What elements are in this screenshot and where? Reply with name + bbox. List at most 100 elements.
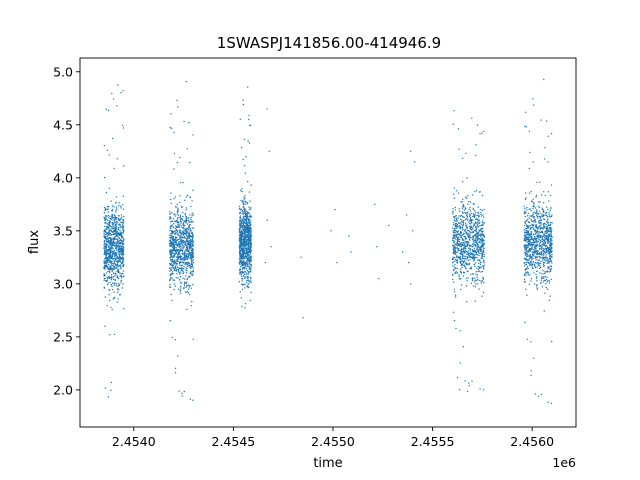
data-point: [116, 249, 118, 251]
data-point: [104, 296, 107, 298]
data-point: [173, 168, 175, 170]
data-point: [113, 226, 116, 229]
data-point: [109, 261, 111, 264]
data-point: [455, 235, 458, 238]
data-point: [250, 246, 252, 249]
data-point: [466, 177, 468, 179]
data-point: [528, 167, 530, 170]
data-point: [453, 228, 456, 230]
data-point: [534, 255, 536, 257]
data-point: [480, 211, 482, 214]
data-point: [479, 261, 481, 263]
data-point: [175, 251, 177, 253]
data-point: [533, 272, 535, 274]
data-point: [527, 261, 529, 263]
data-point: [482, 265, 485, 268]
data-point: [480, 267, 482, 269]
data-point: [104, 239, 106, 242]
data-point: [543, 218, 546, 221]
data-point: [103, 206, 106, 209]
data-point: [178, 241, 180, 243]
data-point: [115, 234, 117, 236]
data-point: [174, 230, 176, 232]
data-point: [464, 244, 466, 246]
data-point: [179, 220, 181, 222]
data-point: [480, 253, 482, 255]
data-point: [111, 137, 114, 140]
data-point: [174, 259, 176, 261]
data-point: [245, 262, 247, 264]
data-point: [472, 240, 475, 243]
data-point: [452, 278, 454, 281]
data-point: [526, 236, 529, 239]
data-point: [402, 251, 404, 253]
data-point: [182, 234, 184, 236]
data-point: [245, 217, 247, 219]
data-point: [184, 281, 186, 283]
data-point: [549, 268, 551, 271]
data-point: [476, 241, 478, 243]
data-point: [246, 257, 248, 259]
data-point: [530, 256, 532, 258]
data-point: [458, 278, 460, 280]
data-point: [173, 253, 175, 255]
data-point: [180, 264, 183, 267]
data-point: [550, 239, 552, 241]
data-point: [242, 242, 245, 244]
data-point: [469, 220, 472, 222]
data-point: [546, 257, 548, 259]
x-tick-label: 2.4545: [212, 434, 256, 449]
data-point: [177, 288, 180, 290]
data-point: [531, 251, 534, 253]
data-point: [244, 270, 246, 273]
data-point: [456, 234, 458, 236]
data-point: [469, 253, 472, 256]
data-point: [104, 217, 106, 220]
data-point: [460, 259, 462, 261]
data-point: [547, 401, 550, 403]
data-point: [188, 286, 191, 288]
data-point: [466, 390, 469, 393]
data-point: [113, 266, 115, 268]
data-point: [104, 273, 106, 276]
data-point: [178, 271, 180, 273]
data-point: [186, 257, 189, 259]
data-point: [240, 230, 242, 232]
data-point: [453, 231, 455, 233]
data-point: [244, 253, 246, 255]
data-point: [241, 275, 243, 278]
data-point: [545, 223, 547, 226]
data-point: [245, 260, 248, 263]
data-point: [476, 267, 478, 269]
data-point: [103, 232, 105, 235]
data-point: [459, 215, 462, 217]
data-point: [114, 237, 116, 239]
data-point: [103, 267, 105, 269]
data-point: [115, 272, 117, 275]
data-point: [180, 275, 182, 278]
data-point: [114, 228, 116, 230]
data-point: [470, 252, 472, 255]
data-point: [526, 271, 528, 273]
data-point: [248, 114, 250, 117]
data-point: [245, 210, 247, 212]
data-point: [452, 269, 455, 272]
data-point: [189, 161, 191, 164]
data-point: [122, 256, 124, 258]
data-point: [458, 247, 460, 250]
data-point: [248, 118, 250, 121]
data-point: [240, 232, 242, 234]
data-point: [241, 200, 244, 202]
data-point: [464, 211, 466, 213]
data-point: [482, 253, 484, 255]
data-point: [115, 196, 118, 198]
data-point: [189, 285, 191, 287]
data-point: [177, 214, 180, 216]
data-point: [471, 279, 474, 282]
data-point: [536, 246, 538, 248]
data-point: [467, 253, 469, 256]
data-point: [244, 234, 246, 236]
data-point: [478, 259, 481, 261]
data-point: [170, 225, 173, 227]
data-point: [239, 216, 241, 218]
